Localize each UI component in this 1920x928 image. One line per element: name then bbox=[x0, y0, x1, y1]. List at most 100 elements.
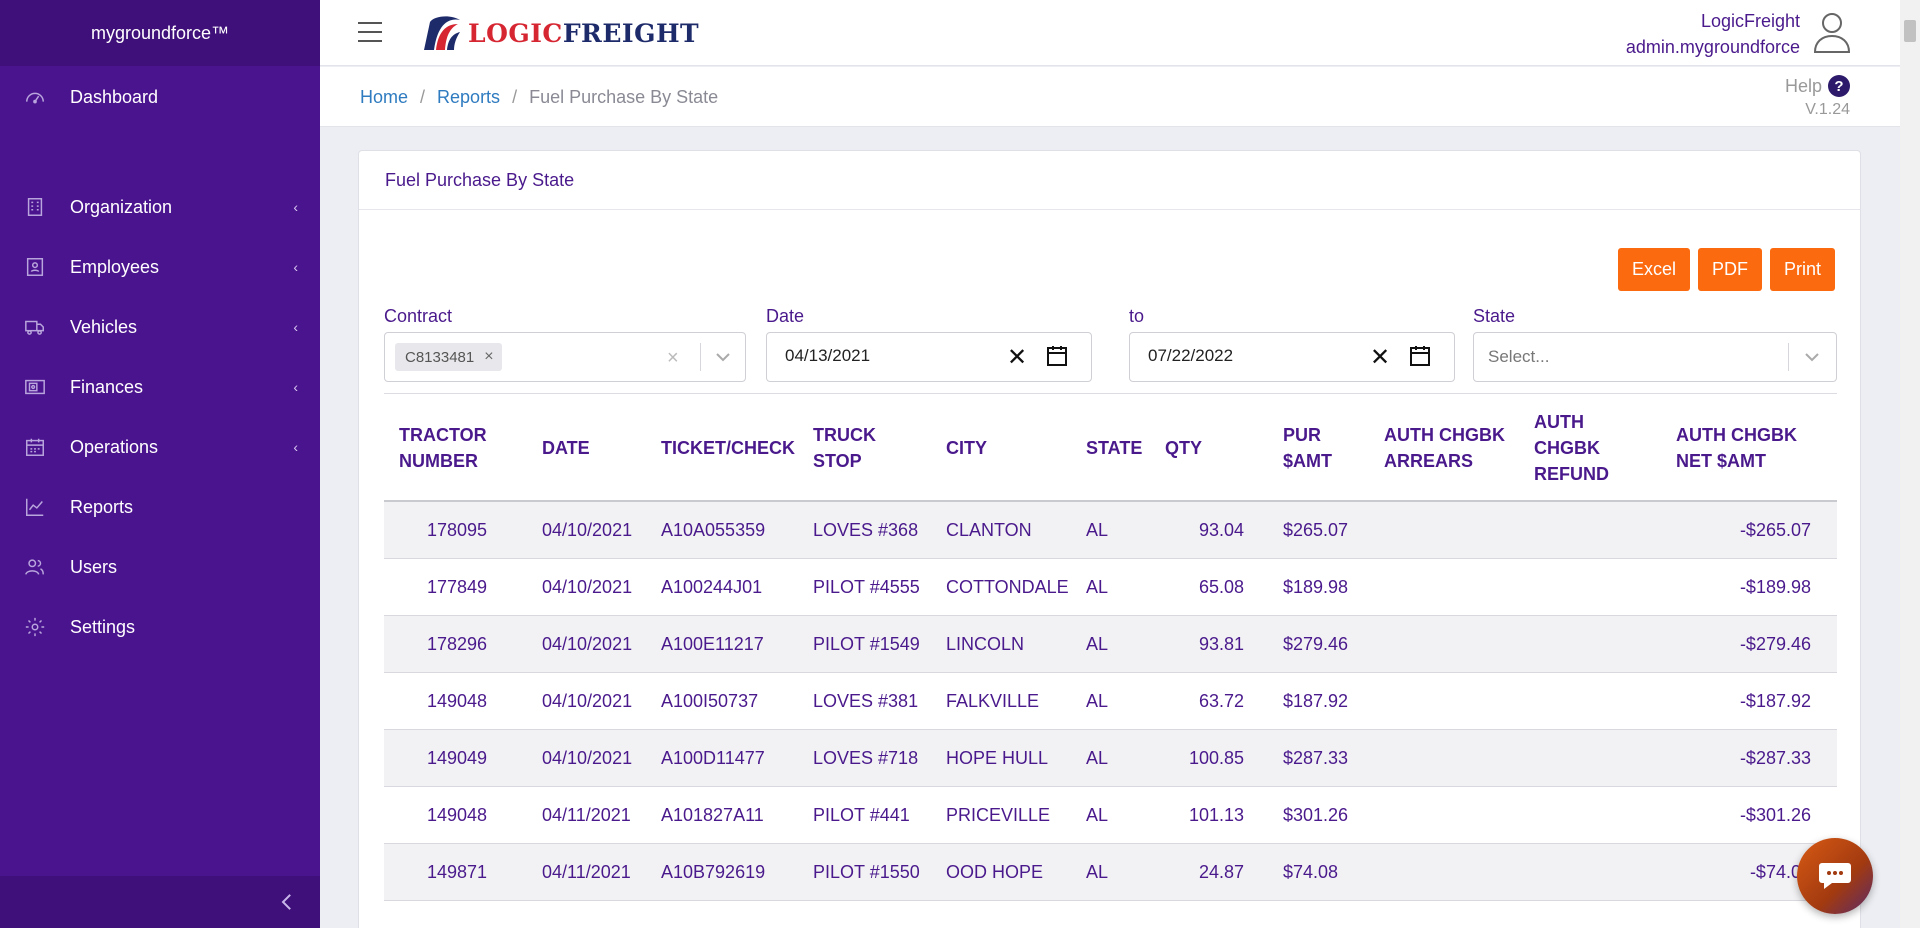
sidebar-item-employees[interactable]: Employees ‹ bbox=[0, 241, 320, 293]
logo-mark-icon bbox=[424, 16, 460, 50]
menu-toggle-icon[interactable] bbox=[358, 22, 382, 42]
version-label: V.1.24 bbox=[1805, 101, 1850, 118]
cell-ticket: A10B792619 bbox=[661, 862, 766, 882]
chevron-left-icon: ‹ bbox=[293, 319, 298, 335]
date-to-input[interactable]: 07/22/2022 ✕ bbox=[1129, 332, 1455, 382]
table-row[interactable]: 149048 04/10/2021 A100I50737 LOVES #381 … bbox=[384, 673, 1837, 730]
table-row[interactable]: 178095 04/10/2021 A10A055359 LOVES #368 … bbox=[384, 502, 1837, 559]
date-from-clear-icon[interactable]: ✕ bbox=[1007, 344, 1028, 371]
print-button[interactable]: Print bbox=[1769, 248, 1835, 291]
calendar-icon[interactable] bbox=[1045, 344, 1069, 368]
sidebar-item-dashboard[interactable]: Dashboard bbox=[0, 71, 320, 123]
cell-tractor: 149049 bbox=[427, 748, 488, 768]
date-from-filter: Date 04/13/2021 ✕ bbox=[766, 306, 1092, 382]
sidebar-item-organization[interactable]: Organization ‹ bbox=[0, 181, 320, 233]
cell-date: 04/10/2021 bbox=[542, 520, 633, 540]
logo[interactable]: LOGICFREIGHT bbox=[420, 12, 699, 54]
table-row[interactable]: 177849 04/10/2021 A100244J01 PILOT #4555… bbox=[384, 559, 1837, 616]
user-info[interactable]: LogicFreight admin.mygroundforce bbox=[1626, 8, 1800, 60]
sidebar-item-users[interactable]: Users bbox=[0, 541, 320, 593]
column-header[interactable]: AUTH CHGBK NET $AMT bbox=[1676, 424, 1797, 471]
help-label: Help bbox=[1784, 75, 1822, 96]
cell-pur-amt: $265.07 bbox=[1283, 520, 1349, 540]
sidebar-brand[interactable]: mygroundforce™ bbox=[0, 0, 320, 66]
users-icon bbox=[24, 556, 46, 578]
chat-button[interactable] bbox=[1797, 838, 1873, 914]
breadcrumb-bar: Home / Reports / Fuel Purchase By State … bbox=[320, 67, 1900, 127]
sidebar-item-vehicles[interactable]: Vehicles ‹ bbox=[0, 301, 320, 353]
chat-bubble-icon bbox=[1819, 863, 1851, 889]
cell-city: OOD HOPE bbox=[946, 862, 1044, 882]
table-row[interactable]: 149049 04/10/2021 A100D11477 LOVES #718 … bbox=[384, 730, 1837, 787]
help-link[interactable]: Help ? bbox=[1785, 75, 1850, 97]
breadcrumb-separator: / bbox=[512, 87, 518, 107]
sidebar-item-reports[interactable]: Reports bbox=[0, 481, 320, 533]
cell-state: AL bbox=[1086, 862, 1109, 882]
chevron-down-icon[interactable] bbox=[1802, 347, 1822, 367]
table-row[interactable]: 149048 04/11/2021 A101827A11 PILOT #441 … bbox=[384, 787, 1837, 844]
sidebar-item-operations[interactable]: Operations ‹ bbox=[0, 421, 320, 473]
date-to-value: 07/22/2022 bbox=[1148, 346, 1234, 365]
table-row[interactable]: 149871 04/11/2021 A10B792619 PILOT #1550… bbox=[384, 844, 1837, 901]
column-header[interactable]: STATE bbox=[1086, 437, 1143, 458]
date-to-filter: to 07/22/2022 ✕ bbox=[1129, 306, 1455, 382]
sidebar-item-label: Users bbox=[70, 556, 118, 577]
sidebar-item-label: Operations bbox=[70, 436, 159, 457]
collapse-sidebar-icon[interactable] bbox=[276, 889, 298, 915]
column-header[interactable]: AUTH CHGBK REFUND bbox=[1534, 411, 1609, 484]
cell-city: COTTONDALE bbox=[946, 577, 1069, 597]
chevron-left-icon: ‹ bbox=[293, 379, 298, 395]
calendar-icon[interactable] bbox=[1408, 344, 1432, 368]
cell-qty: 93.04 bbox=[1198, 520, 1244, 540]
user-login: admin.mygroundforce bbox=[1625, 37, 1800, 57]
cell-pur-amt: $189.98 bbox=[1283, 577, 1349, 597]
contract-select[interactable]: C8133481 × × bbox=[384, 332, 746, 382]
column-header[interactable]: PUR $AMT bbox=[1283, 424, 1332, 471]
pdf-button[interactable]: PDF bbox=[1697, 248, 1762, 291]
clear-icon[interactable]: × bbox=[667, 347, 679, 369]
sidebar-item-finances[interactable]: Finances ‹ bbox=[0, 361, 320, 413]
chip-remove-icon[interactable]: × bbox=[484, 348, 494, 365]
column-header[interactable]: DATE bbox=[542, 437, 590, 458]
cell-pur-amt: $74.08 bbox=[1283, 862, 1339, 882]
sidebar-footer bbox=[0, 876, 320, 928]
chevron-down-icon[interactable] bbox=[713, 347, 733, 367]
building-icon bbox=[24, 196, 46, 218]
cell-state: AL bbox=[1086, 577, 1109, 597]
sidebar-item-label: Organization bbox=[70, 196, 173, 217]
breadcrumb: Home / Reports / Fuel Purchase By State bbox=[360, 87, 718, 108]
cell-tractor: 149871 bbox=[427, 862, 488, 882]
cell-tractor: 149048 bbox=[427, 805, 488, 825]
cell-ticket: A100244J01 bbox=[661, 577, 763, 597]
state-select[interactable]: Select... bbox=[1473, 332, 1837, 382]
report-card: Fuel Purchase By State Excel PDF Print C… bbox=[358, 150, 1861, 928]
state-label: State bbox=[1473, 306, 1516, 326]
contract-label: Contract bbox=[384, 306, 453, 326]
table-row[interactable]: 178296 04/10/2021 A100E11217 PILOT #1549… bbox=[384, 616, 1837, 673]
column-header[interactable]: TRUCK STOP bbox=[813, 424, 876, 471]
date-label: Date bbox=[766, 306, 805, 326]
excel-button[interactable]: Excel bbox=[1617, 248, 1690, 291]
cell-net-amt: -$74.08 bbox=[1749, 862, 1811, 882]
cell-state: AL bbox=[1086, 634, 1109, 654]
breadcrumb-reports[interactable]: Reports bbox=[437, 87, 501, 107]
date-from-input[interactable]: 04/13/2021 ✕ bbox=[766, 332, 1092, 382]
cell-ticket: A10A055359 bbox=[661, 520, 766, 540]
table-header: TRACTOR NUMBER DATE TICKET/CHECK TRUCK S… bbox=[384, 393, 1837, 502]
cell-pur-amt: $287.33 bbox=[1283, 748, 1349, 768]
breadcrumb-home[interactable]: Home bbox=[360, 87, 409, 107]
date-to-clear-icon[interactable]: ✕ bbox=[1370, 344, 1391, 371]
cell-qty: 93.81 bbox=[1198, 634, 1244, 654]
column-header[interactable]: CITY bbox=[946, 437, 988, 458]
page-scrollbar[interactable] bbox=[1900, 0, 1920, 928]
sidebar-item-settings[interactable]: Settings bbox=[0, 601, 320, 653]
column-header[interactable]: TICKET/CHECK bbox=[661, 437, 795, 458]
cell-city: LINCOLN bbox=[946, 634, 1025, 654]
column-header[interactable]: AUTH CHGBK ARREARS bbox=[1384, 424, 1505, 471]
logo-text: LOGICFREIGHT bbox=[468, 18, 700, 48]
cell-state: AL bbox=[1086, 520, 1109, 540]
column-header[interactable]: QTY bbox=[1165, 437, 1203, 458]
user-avatar-icon[interactable] bbox=[1812, 10, 1852, 54]
column-header[interactable]: TRACTOR NUMBER bbox=[399, 424, 487, 471]
scrollbar-thumb[interactable] bbox=[1904, 20, 1916, 42]
